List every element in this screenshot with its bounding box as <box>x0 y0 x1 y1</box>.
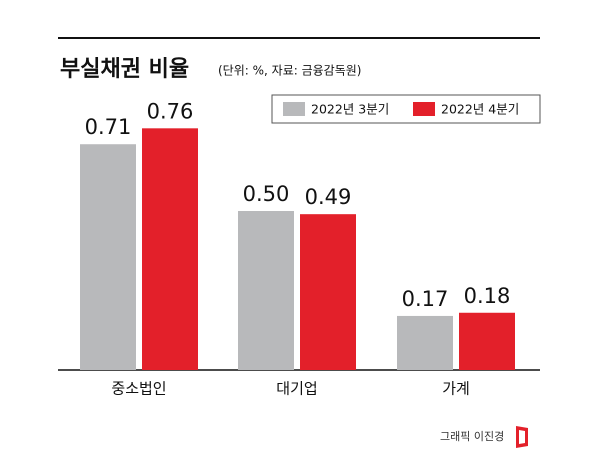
chart-title: 부실채권 비율 <box>60 57 189 82</box>
bar <box>459 312 515 370</box>
legend-swatch <box>413 102 435 116</box>
legend-swatch <box>283 102 305 116</box>
legend-label: 2022년 4분기 <box>441 102 519 117</box>
logo <box>516 426 528 448</box>
legend-label: 2022년 3분기 <box>311 102 389 117</box>
bar <box>300 214 356 370</box>
bar <box>80 144 136 370</box>
x-tick-label: 중소법인 <box>111 380 166 398</box>
bar <box>238 211 294 370</box>
value-label: 0.49 <box>305 185 352 209</box>
legend-box <box>271 94 541 124</box>
x-tick-label: 대기업 <box>276 380 317 398</box>
credit: 그래픽 이진경 <box>440 430 504 443</box>
value-label: 0.18 <box>464 284 511 308</box>
bar <box>142 128 198 370</box>
value-label: 0.50 <box>243 182 290 206</box>
chart-subtitle: (단위: %, 자료: 금융감독원) <box>218 64 361 78</box>
value-label: 0.76 <box>147 99 194 123</box>
value-label: 0.17 <box>402 287 449 311</box>
x-tick-label: 가계 <box>442 380 470 398</box>
value-label: 0.71 <box>85 115 132 139</box>
bar <box>397 315 453 370</box>
